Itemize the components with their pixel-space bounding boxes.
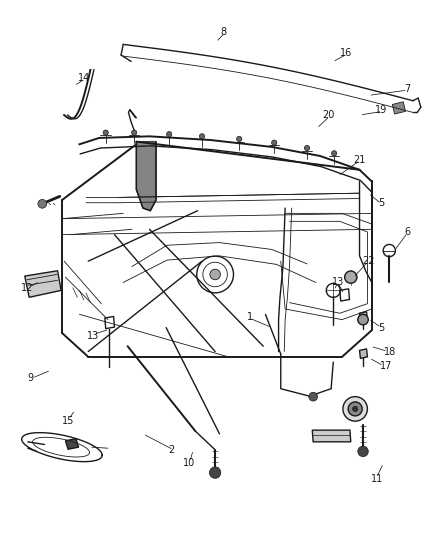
Polygon shape [25, 271, 61, 297]
Text: 5: 5 [378, 322, 384, 333]
Text: 16: 16 [339, 48, 352, 58]
Circle shape [209, 467, 220, 478]
Text: 6: 6 [404, 227, 410, 237]
Circle shape [308, 392, 317, 401]
Circle shape [131, 130, 137, 135]
Circle shape [344, 271, 356, 283]
Circle shape [304, 146, 309, 151]
Polygon shape [392, 102, 405, 114]
Text: 14: 14 [78, 73, 90, 83]
Circle shape [347, 402, 361, 416]
Text: 22: 22 [361, 256, 374, 266]
Polygon shape [65, 439, 78, 449]
Text: 2: 2 [168, 445, 174, 455]
Text: 20: 20 [322, 110, 334, 120]
Text: 10: 10 [182, 458, 194, 468]
Text: 11: 11 [370, 474, 382, 484]
Text: 18: 18 [383, 346, 396, 357]
Text: 13: 13 [331, 278, 343, 287]
Circle shape [38, 199, 46, 208]
Text: 19: 19 [374, 105, 387, 115]
Polygon shape [359, 349, 367, 358]
Circle shape [166, 132, 171, 137]
Circle shape [352, 406, 357, 411]
Polygon shape [359, 312, 367, 321]
Polygon shape [136, 142, 155, 211]
Text: 15: 15 [62, 416, 74, 425]
Text: 21: 21 [353, 155, 365, 165]
Circle shape [357, 446, 367, 457]
Text: 7: 7 [404, 84, 410, 93]
Circle shape [342, 397, 367, 421]
Text: 8: 8 [220, 27, 226, 37]
Text: 17: 17 [379, 361, 391, 372]
Text: 13: 13 [86, 330, 99, 341]
Circle shape [209, 269, 220, 280]
Circle shape [357, 314, 367, 325]
Polygon shape [311, 430, 350, 442]
Circle shape [103, 130, 108, 135]
Circle shape [236, 136, 241, 142]
Text: 5: 5 [378, 198, 384, 208]
Text: 12: 12 [21, 282, 33, 293]
Circle shape [271, 140, 276, 146]
Text: 9: 9 [27, 373, 33, 383]
Circle shape [331, 151, 336, 156]
Text: 1: 1 [247, 312, 253, 322]
Circle shape [199, 134, 204, 139]
